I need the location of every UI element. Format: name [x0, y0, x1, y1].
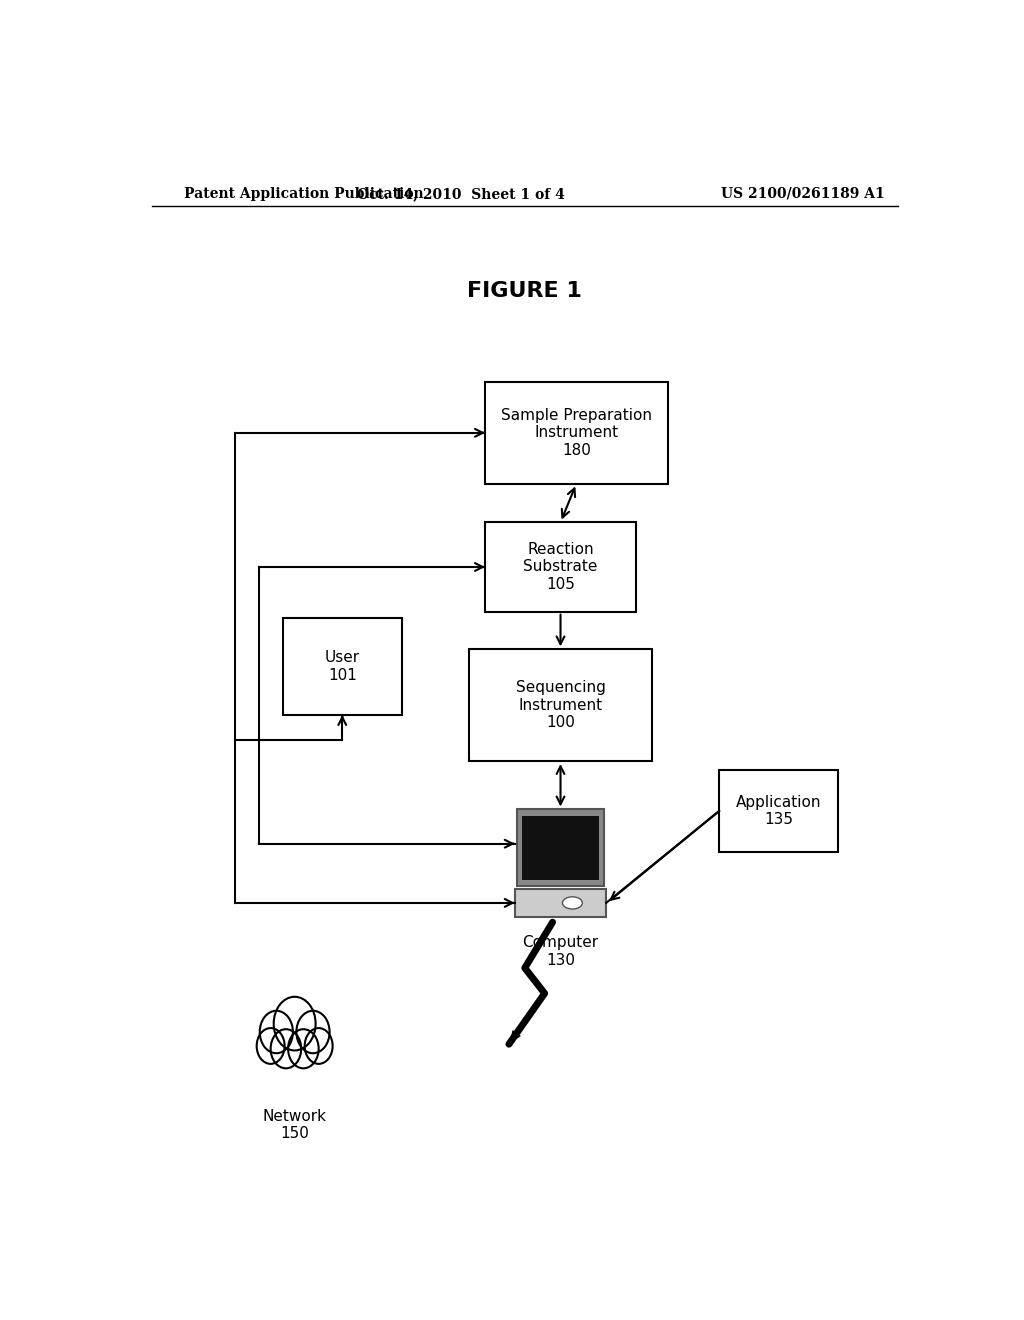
Circle shape: [257, 1028, 285, 1064]
Ellipse shape: [562, 896, 583, 909]
Circle shape: [260, 1011, 293, 1053]
FancyBboxPatch shape: [485, 381, 668, 483]
FancyBboxPatch shape: [719, 771, 839, 851]
FancyBboxPatch shape: [517, 809, 604, 886]
Circle shape: [305, 1028, 333, 1064]
Circle shape: [273, 997, 315, 1051]
Circle shape: [288, 1030, 318, 1068]
FancyBboxPatch shape: [485, 523, 636, 611]
FancyBboxPatch shape: [515, 888, 606, 917]
Text: Sample Preparation
Instrument
180: Sample Preparation Instrument 180: [501, 408, 652, 458]
Text: Sequencing
Instrument
100: Sequencing Instrument 100: [515, 680, 605, 730]
Text: Application
135: Application 135: [736, 795, 821, 828]
Text: Computer
130: Computer 130: [522, 936, 599, 968]
Text: Reaction
Substrate
105: Reaction Substrate 105: [523, 543, 598, 591]
Text: US 2100/0261189 A1: US 2100/0261189 A1: [721, 187, 885, 201]
Text: FIGURE 1: FIGURE 1: [467, 281, 583, 301]
Circle shape: [270, 1030, 301, 1068]
FancyBboxPatch shape: [469, 649, 652, 762]
Circle shape: [296, 1011, 330, 1053]
Text: Patent Application Publication: Patent Application Publication: [183, 187, 423, 201]
FancyBboxPatch shape: [521, 816, 599, 879]
Text: Oct. 14, 2010  Sheet 1 of 4: Oct. 14, 2010 Sheet 1 of 4: [357, 187, 565, 201]
Text: Network
150: Network 150: [262, 1109, 327, 1140]
Text: User
101: User 101: [325, 651, 359, 682]
FancyBboxPatch shape: [283, 618, 401, 715]
